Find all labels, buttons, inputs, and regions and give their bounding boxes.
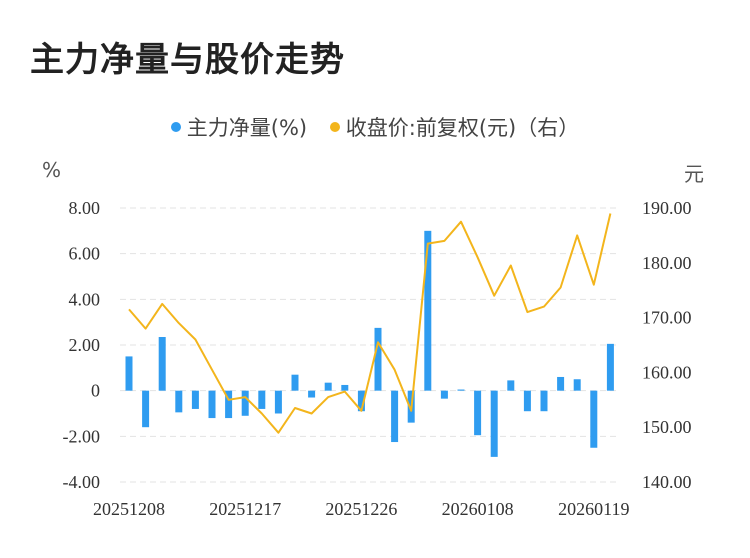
bar bbox=[191, 390, 199, 409]
right-axis-unit: 元 bbox=[684, 162, 704, 186]
bar bbox=[258, 390, 266, 409]
chart-legend: 主力净量(%) 收盘价:前复权(元)（右） bbox=[0, 112, 750, 142]
bar bbox=[606, 343, 614, 391]
legend-price-dot-icon bbox=[329, 122, 340, 132]
legend-net-label: 主力净量(%) bbox=[186, 116, 308, 140]
bar bbox=[374, 327, 382, 391]
left-axis-unit: % bbox=[42, 158, 62, 182]
right-tick-label: 150.00 bbox=[642, 417, 692, 437]
bar bbox=[457, 389, 465, 391]
left-tick-label: 8.00 bbox=[69, 198, 101, 218]
bar bbox=[241, 390, 249, 416]
bar bbox=[523, 390, 531, 412]
bar bbox=[291, 374, 299, 391]
bar bbox=[225, 390, 233, 419]
bar bbox=[125, 356, 133, 391]
bar bbox=[490, 390, 498, 457]
bar bbox=[208, 390, 216, 419]
bar bbox=[474, 390, 482, 436]
bar bbox=[573, 379, 581, 391]
legend-net-dot-icon bbox=[170, 122, 181, 132]
bar bbox=[507, 380, 515, 391]
price-line bbox=[128, 213, 612, 434]
left-tick-label: -2.00 bbox=[63, 426, 101, 446]
right-tick-label: 180.00 bbox=[642, 253, 692, 273]
bar bbox=[324, 382, 332, 391]
x-tick-label: 20251208 bbox=[93, 499, 165, 519]
legend-item-net[interactable]: 主力净量(%) bbox=[170, 112, 308, 142]
right-tick-label: 160.00 bbox=[642, 362, 692, 382]
bar bbox=[274, 390, 282, 414]
left-tick-label: -4.00 bbox=[63, 472, 101, 492]
left-tick-label: 6.00 bbox=[69, 244, 101, 264]
bar bbox=[158, 337, 166, 391]
x-tick-label: 20251226 bbox=[325, 499, 397, 519]
bar bbox=[440, 390, 448, 399]
bar bbox=[424, 230, 432, 391]
bar bbox=[357, 390, 365, 412]
right-tick-label: 140.00 bbox=[642, 472, 692, 492]
right-tick-label: 190.00 bbox=[642, 198, 692, 218]
bar bbox=[590, 390, 598, 448]
left-tick-label: 0 bbox=[91, 381, 100, 401]
bar bbox=[557, 376, 565, 391]
bar bbox=[540, 390, 548, 412]
x-tick-label: 20251217 bbox=[209, 499, 281, 519]
bar bbox=[175, 390, 183, 413]
right-tick-label: 170.00 bbox=[642, 308, 692, 328]
legend-item-price[interactable]: 收盘价:前复权(元)（右） bbox=[329, 112, 580, 142]
bar bbox=[341, 384, 349, 391]
x-tick-label: 20260119 bbox=[558, 499, 629, 519]
bar bbox=[391, 390, 399, 443]
legend-price-label: 收盘价:前复权(元)（右） bbox=[345, 116, 580, 140]
left-tick-label: 2.00 bbox=[69, 335, 101, 355]
x-tick-label: 20260108 bbox=[442, 499, 514, 519]
chart-title: 主力净量与股价走势 bbox=[30, 40, 345, 80]
left-tick-label: 4.00 bbox=[69, 289, 101, 309]
bar bbox=[142, 390, 150, 428]
bar bbox=[308, 390, 316, 398]
